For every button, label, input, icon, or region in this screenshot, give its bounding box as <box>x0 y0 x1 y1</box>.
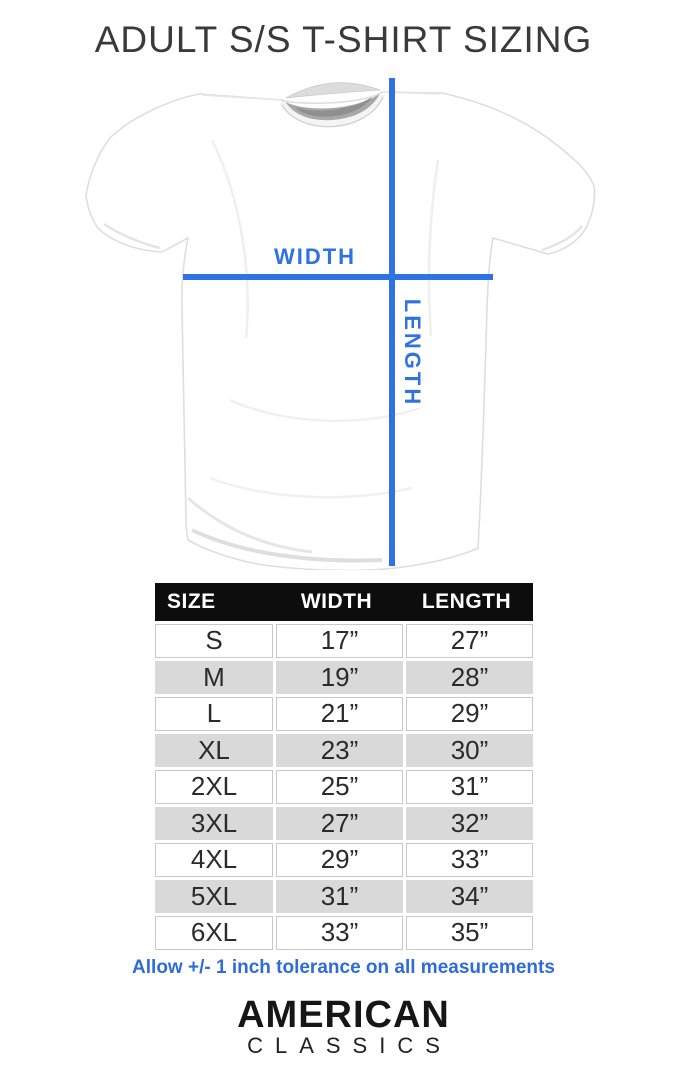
cell-width: 23” <box>276 733 403 767</box>
size-table: SIZE WIDTH LENGTH S 17” 27” M 19” 28” L … <box>155 583 533 950</box>
tshirt-diagram: WIDTH LENGTH <box>80 78 610 570</box>
cell-length: 28” <box>406 660 533 694</box>
length-label: LENGTH <box>400 298 425 408</box>
cell-width: 27” <box>276 806 403 840</box>
brand-name-classics: CLASSICS <box>247 1033 452 1058</box>
cell-size: 6XL <box>155 916 273 950</box>
length-measure-line <box>389 78 395 566</box>
tolerance-note: Allow +/- 1 inch tolerance on all measur… <box>132 957 555 978</box>
brand-name-american: AMERICAN <box>237 994 450 1036</box>
cell-width: 33” <box>276 916 403 950</box>
cell-width: 25” <box>276 770 403 804</box>
cell-size: 4XL <box>155 843 273 877</box>
cell-size: 2XL <box>155 770 273 804</box>
table-body: S 17” 27” M 19” 28” L 21” 29” XL 23” 30”… <box>155 621 533 950</box>
column-header-width: WIDTH <box>300 590 373 613</box>
tshirt-photo <box>85 82 596 570</box>
cell-length: 35” <box>406 916 533 950</box>
cell-length: 30” <box>406 733 533 767</box>
cell-size: S <box>155 624 273 658</box>
cell-length: 29” <box>406 697 533 731</box>
cell-size: 3XL <box>155 806 273 840</box>
cell-length: 32” <box>406 806 533 840</box>
cell-length: 33” <box>406 843 533 877</box>
cell-width: 31” <box>276 879 403 913</box>
width-label: WIDTH <box>273 244 357 269</box>
cell-width: 29” <box>276 843 403 877</box>
column-header-length: LENGTH <box>421 590 512 613</box>
column-header-size: SIZE <box>167 590 216 613</box>
cell-size: 5XL <box>155 879 273 913</box>
cell-length: 34” <box>406 879 533 913</box>
cell-width: 17” <box>276 624 403 658</box>
cell-width: 21” <box>276 697 403 731</box>
width-measure-line <box>183 274 493 280</box>
page-title: ADULT S/S T-SHIRT SIZING <box>94 19 593 60</box>
cell-width: 19” <box>276 660 403 694</box>
cell-size: L <box>155 697 273 731</box>
table-header-row: SIZE WIDTH LENGTH <box>155 583 533 621</box>
cell-length: 27” <box>406 624 533 658</box>
cell-size: XL <box>155 733 273 767</box>
brand-logo: AMERICAN CLASSICS <box>0 996 687 1057</box>
cell-size: M <box>155 660 273 694</box>
cell-length: 31” <box>406 770 533 804</box>
